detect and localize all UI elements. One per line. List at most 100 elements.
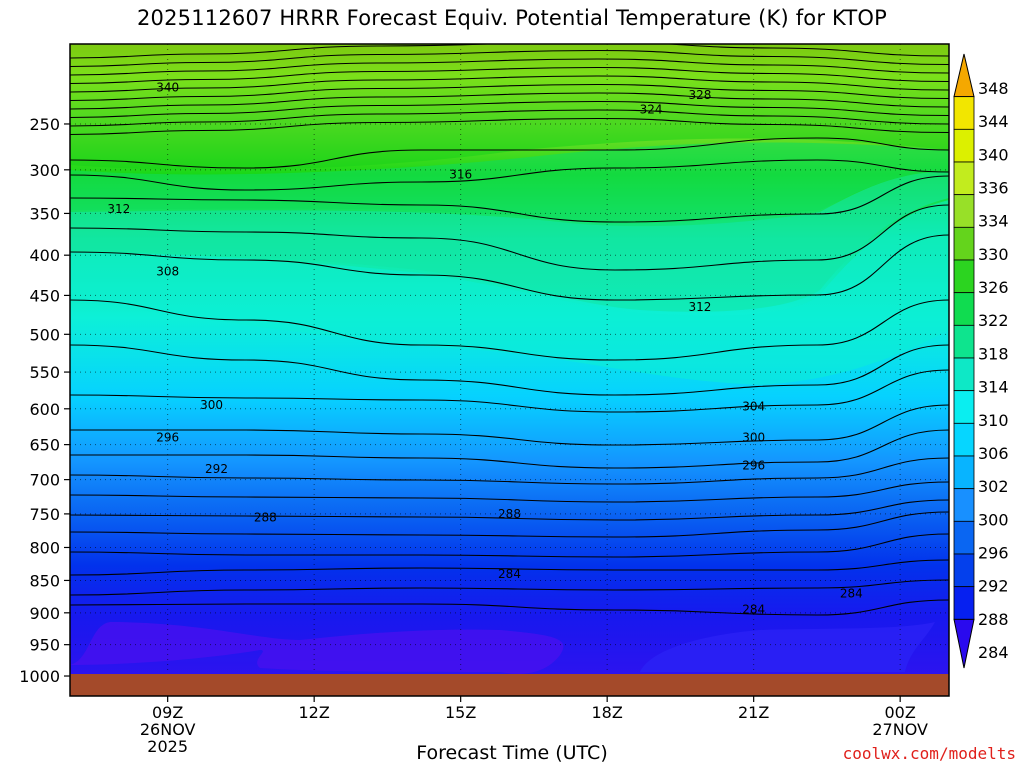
colorbar-label: 292 xyxy=(978,577,1009,596)
y-tick-label: 750 xyxy=(29,505,60,524)
contour-line xyxy=(70,511,949,538)
contour-line xyxy=(70,481,949,503)
contour-label: 316 xyxy=(449,167,472,181)
contour-label: 312 xyxy=(688,300,711,314)
contour-line xyxy=(70,49,949,68)
colorbar-swatch xyxy=(953,128,975,163)
x-tick-label: 18Z xyxy=(592,703,623,722)
contour-line xyxy=(70,429,949,469)
contour-line xyxy=(70,204,949,271)
y-tick-label: 700 xyxy=(29,471,60,490)
colorbar-swatch xyxy=(953,390,975,424)
contour-line xyxy=(70,499,949,521)
contour-line xyxy=(70,369,949,413)
y-tick-label: 300 xyxy=(29,161,60,180)
colorbar-label: 348 xyxy=(978,79,1009,98)
colorbar-label: 330 xyxy=(978,245,1009,264)
contour-line xyxy=(70,58,949,76)
contour-line xyxy=(70,533,949,558)
y-tick-label: 1000 xyxy=(19,667,60,686)
colorbar-label: 322 xyxy=(978,311,1009,330)
colorbar-swatch xyxy=(953,259,975,294)
contour-label: 288 xyxy=(254,510,277,524)
colorbar-label: 340 xyxy=(978,145,1009,164)
contour-line xyxy=(70,109,949,127)
chart-title: 2025112607 HRRR Forecast Equiv. Potentia… xyxy=(136,6,888,30)
plot-frame xyxy=(69,43,950,697)
colorbar-label: 288 xyxy=(978,610,1009,629)
colorbar-swatch xyxy=(953,292,975,326)
colorbar-swatch xyxy=(953,194,975,228)
contour-line xyxy=(70,117,949,136)
colorbar-swatch xyxy=(953,422,975,457)
colorbar-label: 344 xyxy=(978,112,1009,131)
credit-label[interactable]: coolwx.com/modelts xyxy=(842,744,1016,763)
contour-fill-312 xyxy=(70,171,949,312)
grid-lines xyxy=(70,44,949,696)
contour-line xyxy=(70,159,949,191)
contour-line xyxy=(70,100,949,119)
contour-line xyxy=(70,457,949,485)
contour-line xyxy=(70,344,949,396)
colorbar-swatch xyxy=(953,357,975,392)
colorbar-swatch xyxy=(953,520,975,555)
y-axis: 250 300 350 400 450 500 550 600 650 700 750 800 850 9… xyxy=(19,115,70,686)
contour-label: 304 xyxy=(742,400,765,414)
colorbar-label: 314 xyxy=(978,378,1009,397)
contour-line xyxy=(70,92,949,110)
colorbar-label: 336 xyxy=(978,179,1009,198)
colorbar-label: 334 xyxy=(978,212,1009,231)
colorbar-swatch xyxy=(953,324,975,359)
x-tick-label: 21Z xyxy=(738,703,769,722)
y-tick-label: 850 xyxy=(29,571,60,590)
colorbar-swatch xyxy=(953,161,975,196)
contour-label: 284 xyxy=(498,567,521,581)
contour-line xyxy=(70,44,949,59)
y-tick-label: 450 xyxy=(29,286,60,305)
x-tick-label: 26NOV xyxy=(140,720,196,739)
x-tick-label: 27NOV xyxy=(872,720,928,739)
x-axis-title: Forecast Time (UTC) xyxy=(416,742,608,764)
contour-label: 312 xyxy=(107,202,130,216)
colorbar-label: 326 xyxy=(978,278,1009,297)
contour-line xyxy=(70,404,949,446)
contour-line xyxy=(70,66,949,85)
colorbar-swatch xyxy=(953,488,975,522)
contour-fill-warm-near-surface xyxy=(70,622,564,674)
contour-label: 296 xyxy=(156,431,179,445)
contour-label: 284 xyxy=(840,586,863,600)
colorbar-swatch xyxy=(953,226,975,261)
y-tick-label: 400 xyxy=(29,246,60,265)
contour-label: 292 xyxy=(205,462,228,476)
x-tick-label: 2025 xyxy=(147,737,188,756)
colorbar-label: 302 xyxy=(978,477,1009,496)
contour-label: 340 xyxy=(156,80,179,94)
colorbar-swatch xyxy=(953,553,975,588)
plot-area: 340 328 324 316 312 308 312 300 304 296 300 292 296 2… xyxy=(70,44,949,696)
contour-line xyxy=(70,175,949,223)
contour-label: 296 xyxy=(742,459,765,473)
contour-label: 284 xyxy=(742,603,765,617)
x-tick-label: 00Z xyxy=(885,703,916,722)
x-tick-label: 09Z xyxy=(152,703,183,722)
contour-label: 300 xyxy=(200,398,223,412)
ground-surface xyxy=(70,674,949,696)
colorbar-label: 318 xyxy=(978,344,1009,363)
contour-label: 288 xyxy=(498,507,521,521)
contour-labels: 340 328 324 316 312 308 312 300 304 296 300 292 296 2… xyxy=(107,80,863,617)
y-tick-label: 950 xyxy=(29,636,60,655)
colorbar-swatch xyxy=(953,96,975,130)
colorbar-label: 296 xyxy=(978,543,1009,562)
contour-label: 328 xyxy=(688,88,711,102)
colorbar-top-arrow xyxy=(953,53,975,98)
contour-fill-warm-right xyxy=(640,622,935,672)
x-tick-label: 15Z xyxy=(445,703,476,722)
contour-line xyxy=(70,75,949,93)
y-tick-label: 900 xyxy=(29,604,60,623)
y-tick-label: 250 xyxy=(29,115,60,134)
colorbar-label: 306 xyxy=(978,444,1009,463)
y-tick-label: 500 xyxy=(29,325,60,344)
contour-line xyxy=(70,579,949,596)
colorbar-label: 300 xyxy=(978,510,1009,529)
